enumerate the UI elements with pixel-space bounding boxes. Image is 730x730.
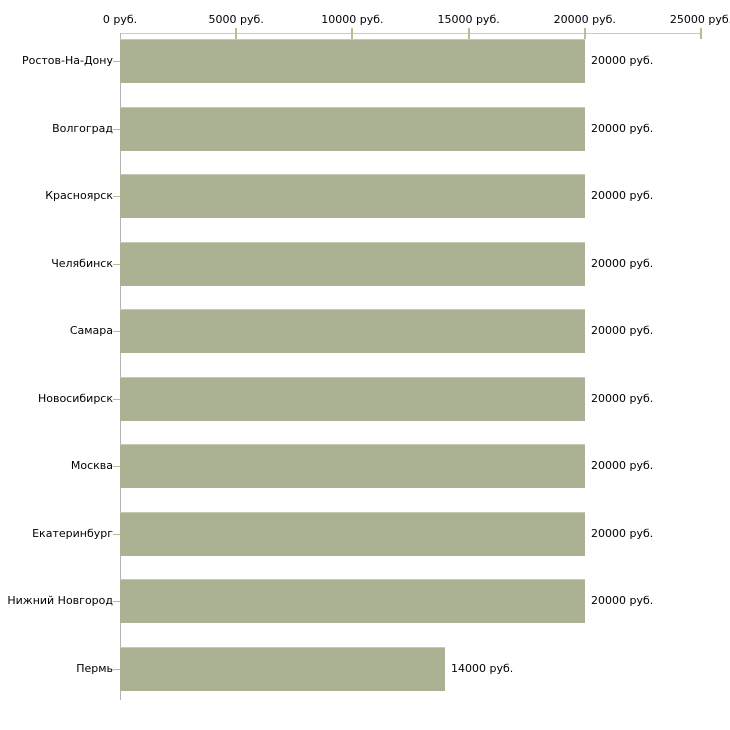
value-label: 20000 руб. [591, 594, 654, 607]
category-tick-mark [113, 61, 120, 62]
bar [120, 511, 585, 556]
value-label: 20000 руб. [591, 324, 654, 337]
x-tick-mark [700, 28, 702, 39]
category-label: Москва [70, 459, 113, 472]
value-label: 20000 руб. [591, 391, 654, 405]
category-tick-mark [113, 601, 120, 602]
category-label: Волгоград [52, 121, 113, 135]
value-label: 20000 руб. [591, 256, 654, 270]
x-tick-label: 5000 руб. [208, 13, 264, 26]
value-label: 14000 руб. [451, 661, 514, 675]
value-label: 20000 руб. [591, 189, 654, 202]
category-tick-mark [113, 331, 120, 332]
category-tick-mark [113, 398, 120, 400]
value-label: 20000 руб. [591, 54, 654, 67]
y-axis-line [120, 33, 121, 700]
x-tick-label: 25000 руб. [669, 13, 730, 26]
x-tick-mark [583, 28, 586, 39]
x-tick-label: 20000 руб. [553, 13, 616, 26]
bar [120, 444, 585, 488]
bar [120, 376, 585, 421]
value-label: 20000 руб. [591, 526, 654, 540]
category-label: Ростов-На-Дону [21, 54, 113, 67]
category-label: Самара [69, 324, 113, 337]
x-tick-label: 10000 руб. [321, 13, 384, 26]
x-tick-mark [235, 28, 238, 39]
category-tick-mark [113, 466, 120, 467]
bar [120, 309, 585, 353]
category-tick-mark [113, 668, 120, 670]
category-tick-mark [113, 196, 120, 197]
x-tick-label: 0 руб. [102, 13, 138, 26]
x-tick-mark [467, 28, 470, 39]
bar [120, 39, 585, 83]
category-label: Новосибирск [37, 391, 113, 405]
category-tick-mark [113, 128, 120, 130]
value-label: 20000 руб. [591, 459, 654, 472]
bar [120, 646, 445, 691]
x-tick-mark [351, 28, 354, 39]
bar [120, 106, 585, 151]
x-axis-line [120, 33, 702, 34]
bar [120, 174, 585, 218]
category-label: Красноярск [45, 189, 113, 202]
category-tick-mark [113, 533, 120, 535]
category-label: Екатеринбург [32, 526, 113, 540]
category-label: Нижний Новгород [7, 594, 113, 607]
x-tick-label: 15000 руб. [437, 13, 500, 26]
value-label: 20000 руб. [591, 121, 654, 135]
category-label: Челябинск [51, 256, 113, 270]
bar [120, 579, 585, 623]
bar [120, 241, 585, 286]
category-tick-mark [113, 263, 120, 265]
category-label: Пермь [76, 661, 113, 675]
